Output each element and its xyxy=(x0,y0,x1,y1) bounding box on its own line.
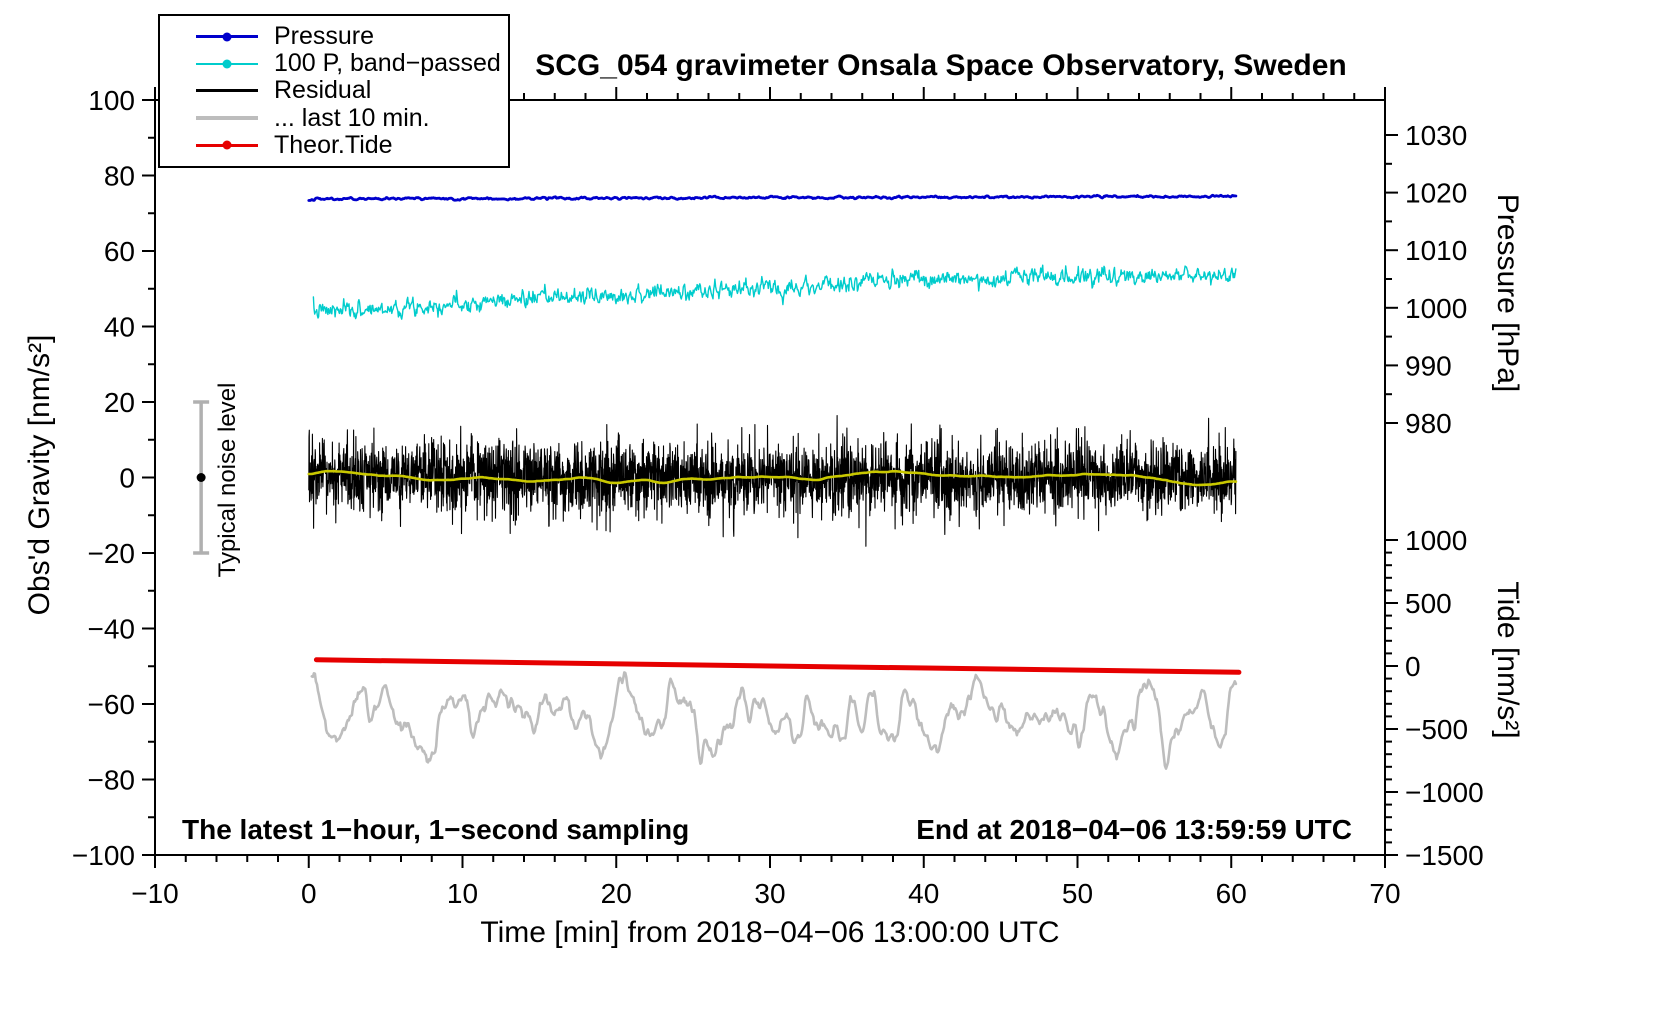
series-last10 xyxy=(310,671,1238,770)
tide-axis-title-text: Tide [nm/s²] xyxy=(1491,581,1524,739)
svg-text:1000: 1000 xyxy=(1405,525,1467,556)
svg-text:0: 0 xyxy=(1405,651,1421,682)
legend-item-label: Theor.Tide xyxy=(274,130,393,159)
legend-marker-dot xyxy=(222,59,232,69)
legend: Pressure 100 P, band−passed Residual ...… xyxy=(158,14,510,168)
svg-text:40: 40 xyxy=(104,312,135,343)
svg-text:80: 80 xyxy=(104,161,135,192)
series-residual-smooth xyxy=(307,469,1238,487)
series-bandpassed xyxy=(312,264,1237,320)
svg-text:980: 980 xyxy=(1405,408,1452,439)
svg-text:1000: 1000 xyxy=(1405,293,1467,324)
legend-item-label: ... last 10 min. xyxy=(274,103,430,132)
svg-text:60: 60 xyxy=(1216,878,1247,909)
svg-text:−500: −500 xyxy=(1405,714,1468,745)
end-time-annotation: End at 2018−04−06 13:59:59 UTC xyxy=(916,814,1352,845)
svg-text:−10: −10 xyxy=(131,878,179,909)
tide-axis: 1000 500 0 −500 −1000 −1500 xyxy=(1385,525,1484,871)
noise-level-label-text: Typical noise level xyxy=(214,382,241,578)
legend-item-theortide: Theor.Tide xyxy=(160,130,508,159)
chart-title: SCG_054 gravimeter Onsala Space Observat… xyxy=(535,49,1347,82)
svg-text:20: 20 xyxy=(104,387,135,418)
svg-text:50: 50 xyxy=(1062,878,1093,909)
legend-line-sample xyxy=(196,116,258,121)
noise-bar-dot xyxy=(196,473,206,482)
legend-line-sample xyxy=(196,140,258,150)
svg-text:−40: −40 xyxy=(88,614,136,645)
series-residual xyxy=(308,415,1237,547)
series-tide xyxy=(313,657,1242,675)
left-axis: 100 80 60 40 20 0 −20 −40 −60 −80 −100 xyxy=(72,85,155,871)
svg-text:30: 30 xyxy=(754,878,785,909)
legend-line-sample xyxy=(196,59,258,69)
legend-item-label: Pressure xyxy=(274,22,375,51)
svg-text:10: 10 xyxy=(447,878,478,909)
legend-item-pressure: Pressure xyxy=(160,22,508,51)
svg-text:500: 500 xyxy=(1405,588,1452,619)
svg-text:−20: −20 xyxy=(88,538,136,569)
noise-level-bar xyxy=(193,400,210,555)
data-series xyxy=(307,193,1242,770)
svg-text:60: 60 xyxy=(104,236,135,267)
svg-text:20: 20 xyxy=(601,878,632,909)
series-pressure xyxy=(307,193,1238,202)
pressure-axis: 1030 1020 1010 1000 990 980 xyxy=(1385,120,1467,439)
svg-text:1020: 1020 xyxy=(1405,178,1467,209)
legend-line-sample xyxy=(196,32,258,42)
svg-text:1010: 1010 xyxy=(1405,235,1467,266)
svg-text:100: 100 xyxy=(88,85,135,116)
svg-text:990: 990 xyxy=(1405,350,1452,381)
legend-item-bandpassed: 100 P, band−passed xyxy=(160,49,508,78)
svg-text:40: 40 xyxy=(908,878,939,909)
svg-text:0: 0 xyxy=(301,878,317,909)
sampling-annotation: The latest 1−hour, 1−second sampling xyxy=(182,814,690,845)
svg-text:70: 70 xyxy=(1369,878,1400,909)
legend-item-label: 100 P, band−passed xyxy=(274,49,501,78)
legend-item-last10: ... last 10 min. xyxy=(160,103,508,132)
svg-text:−1500: −1500 xyxy=(1405,840,1484,871)
legend-item-residual: Residual xyxy=(160,76,508,105)
legend-marker-dot xyxy=(222,140,232,150)
legend-marker-dot xyxy=(222,32,232,42)
x-axis: −10 0 10 20 30 40 50 60 70 xyxy=(131,87,1401,909)
svg-text:−60: −60 xyxy=(88,689,136,720)
x-axis-title: Time [min] from 2018−04−06 13:00:00 UTC xyxy=(480,916,1060,949)
legend-item-label: Residual xyxy=(274,76,372,105)
left-axis-title-text: Obs'd Gravity [nm/s²] xyxy=(23,334,56,616)
svg-text:0: 0 xyxy=(119,463,135,494)
svg-text:1030: 1030 xyxy=(1405,120,1467,151)
svg-text:−100: −100 xyxy=(72,840,135,871)
svg-text:−80: −80 xyxy=(88,765,136,796)
legend-line-sample xyxy=(196,89,258,93)
svg-text:−1000: −1000 xyxy=(1405,777,1484,808)
pressure-axis-title-text: Pressure [hPa] xyxy=(1491,193,1524,393)
